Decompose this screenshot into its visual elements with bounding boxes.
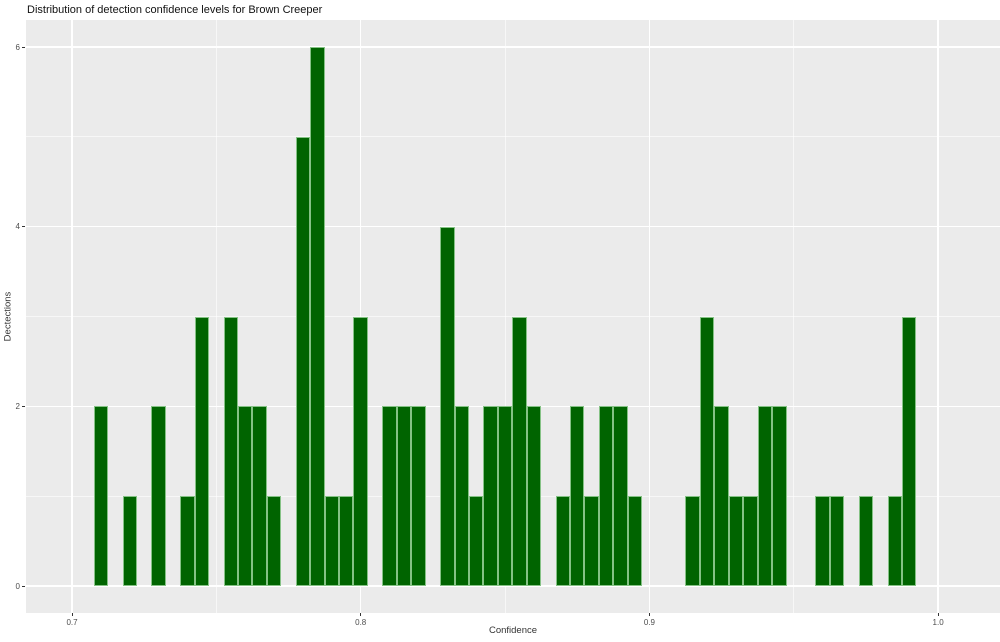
histogram-bar bbox=[699, 316, 715, 586]
histogram-bar bbox=[252, 406, 267, 586]
histogram-bar bbox=[339, 496, 354, 586]
x-tick-label: 0.8 bbox=[355, 618, 367, 627]
x-tick-mark bbox=[648, 613, 650, 616]
chart-title: Distribution of detection confidence lev… bbox=[27, 4, 323, 16]
y-tick-mark bbox=[22, 46, 25, 48]
histogram-bar bbox=[728, 496, 744, 586]
x-minor-gridline bbox=[793, 20, 795, 613]
y-tick-label: 6 bbox=[15, 42, 20, 52]
histogram-bar bbox=[772, 406, 787, 586]
histogram-bar bbox=[324, 496, 340, 586]
x-tick-label: 0.7 bbox=[66, 618, 78, 627]
y-tick-mark bbox=[22, 405, 25, 407]
x-major-gridline bbox=[937, 20, 939, 613]
x-tick-mark bbox=[360, 613, 362, 616]
histogram-bar bbox=[815, 496, 830, 586]
y-tick-mark bbox=[22, 585, 25, 587]
x-major-gridline bbox=[648, 20, 651, 613]
x-tick-label: 1.0 bbox=[932, 618, 944, 627]
y-major-gridline bbox=[26, 46, 1000, 48]
histogram-bar bbox=[714, 406, 729, 586]
histogram-bar bbox=[382, 406, 397, 586]
histogram-bar bbox=[266, 496, 282, 586]
histogram-bar bbox=[396, 406, 412, 586]
histogram-bar bbox=[512, 316, 527, 586]
histogram-bar bbox=[887, 496, 902, 586]
x-major-gridline bbox=[71, 20, 73, 613]
histogram-bar bbox=[483, 406, 498, 586]
histogram-bar bbox=[497, 406, 513, 586]
histogram-bar bbox=[180, 496, 195, 586]
histogram-bar bbox=[743, 496, 758, 586]
histogram-bar bbox=[93, 406, 109, 586]
histogram-bar bbox=[627, 496, 643, 586]
y-minor-gridline bbox=[26, 136, 1000, 138]
histogram-bar bbox=[829, 496, 845, 586]
histogram-bar bbox=[468, 496, 484, 586]
histogram-bar bbox=[454, 406, 469, 586]
y-tick-label: 4 bbox=[15, 222, 20, 232]
histogram-bar bbox=[223, 316, 238, 586]
histogram-bar bbox=[613, 406, 628, 586]
histogram-bar bbox=[295, 136, 311, 586]
histogram-bar bbox=[151, 406, 166, 586]
y-major-gridline bbox=[26, 225, 1000, 228]
histogram-bar bbox=[194, 316, 210, 586]
y-tick-label: 2 bbox=[15, 401, 20, 411]
x-minor-gridline bbox=[504, 20, 506, 613]
histogram-bar bbox=[555, 496, 570, 586]
histogram-bar bbox=[526, 406, 542, 586]
histogram-bar bbox=[310, 47, 325, 586]
plot-panel bbox=[26, 20, 1000, 613]
histogram-bar bbox=[584, 496, 599, 586]
x-minor-gridline bbox=[215, 20, 217, 613]
y-major-gridline bbox=[26, 585, 1000, 587]
y-tick-label: 0 bbox=[15, 581, 20, 591]
histogram-bar bbox=[238, 406, 253, 586]
histogram-bar bbox=[598, 406, 614, 586]
x-tick-mark bbox=[937, 613, 939, 616]
histogram-bar bbox=[570, 406, 585, 586]
histogram-bar bbox=[440, 226, 455, 586]
histogram-bar bbox=[353, 316, 368, 586]
x-tick-mark bbox=[71, 613, 73, 616]
y-axis-title: Dectections bbox=[2, 291, 14, 342]
histogram-bar bbox=[902, 316, 917, 586]
y-tick-mark bbox=[22, 226, 25, 228]
histogram-bar bbox=[757, 406, 773, 586]
x-tick-label: 0.9 bbox=[643, 618, 655, 627]
histogram-bar bbox=[685, 496, 700, 586]
histogram-bar bbox=[122, 496, 137, 586]
histogram-bar bbox=[858, 496, 874, 586]
x-axis-title: Confidence bbox=[488, 625, 538, 636]
histogram-bar bbox=[411, 406, 426, 586]
